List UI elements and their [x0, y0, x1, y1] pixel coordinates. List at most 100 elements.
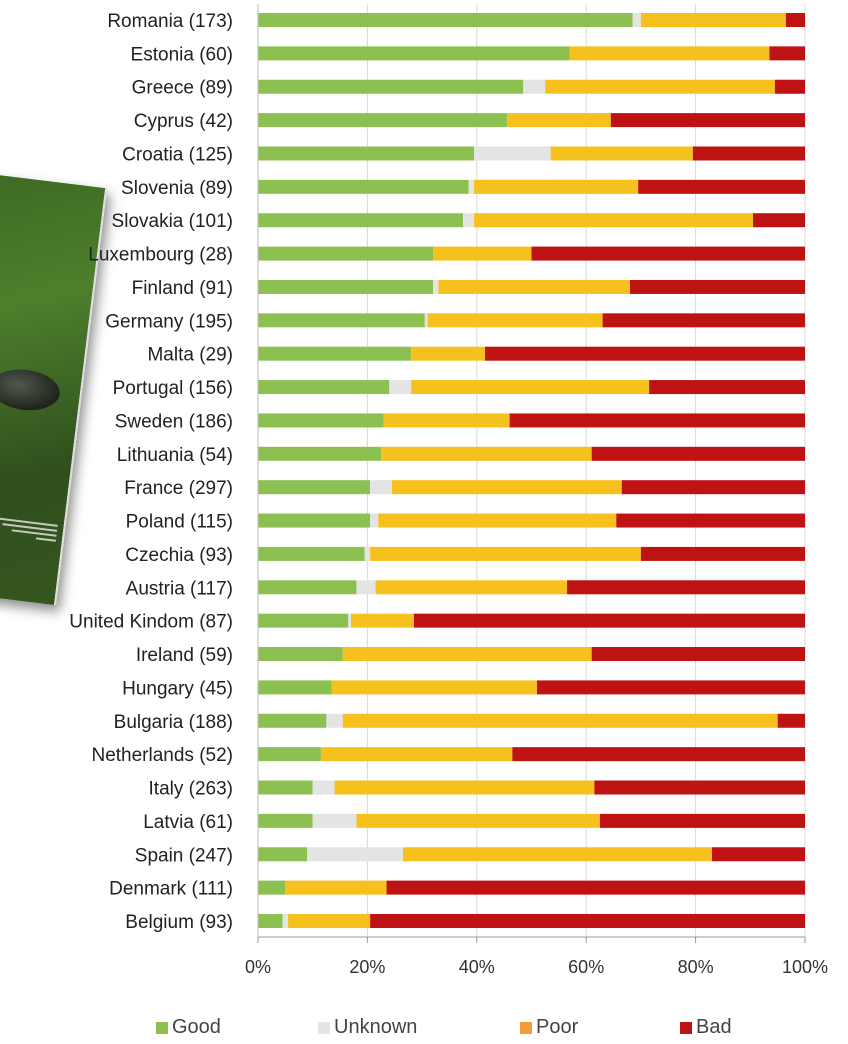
- bar-unknown: [282, 913, 289, 928]
- bar-unknown: [468, 179, 475, 194]
- category-label: Romania (173): [107, 11, 233, 32]
- bar-bad: [629, 279, 805, 294]
- bar-bad: [591, 446, 805, 461]
- category-label: Estonia (60): [131, 44, 233, 65]
- legend-swatch: [520, 1021, 532, 1034]
- bar-unknown: [312, 813, 357, 828]
- bar-unknown: [370, 480, 393, 495]
- bar-poor: [550, 146, 693, 161]
- bar-good: [258, 46, 570, 61]
- category-label: Luxembourg (28): [88, 245, 233, 266]
- category-label: Austria (117): [126, 578, 233, 599]
- bar-poor: [545, 79, 775, 94]
- bar-poor: [433, 246, 532, 261]
- category-label: Czechia (93): [125, 545, 233, 566]
- x-tick-label: 20%: [349, 957, 385, 977]
- bar-good: [258, 780, 313, 795]
- bar-poor: [640, 13, 786, 27]
- bar-good: [258, 79, 524, 94]
- bar-poor: [356, 813, 600, 828]
- legend: Good Unknown Poor Bad: [0, 1016, 848, 1044]
- bar-bad: [512, 747, 805, 762]
- bar-poor: [285, 880, 387, 895]
- bar-unknown: [370, 513, 379, 528]
- bar-good: [258, 647, 343, 662]
- category-label: Hungary (45): [122, 678, 233, 699]
- bar-poor: [288, 913, 371, 928]
- category-labels: Romania (173) Estonia (60) Greece (89) Cypr…: [69, 11, 233, 933]
- stacked-bar-chart: Romania (173) Estonia (60) Greece (89) Cypr…: [69, 4, 828, 977]
- bar-good: [258, 480, 371, 495]
- bar-unknown: [424, 313, 428, 328]
- bar-bad: [599, 813, 805, 828]
- category-label: Greece (89): [132, 78, 233, 99]
- bar-bad: [594, 780, 805, 795]
- bar-good: [258, 713, 327, 728]
- bar-bad: [769, 46, 805, 61]
- bar-unknown: [632, 13, 641, 27]
- bar-bad: [616, 513, 805, 528]
- bar-bad: [712, 847, 805, 862]
- bar-good: [258, 146, 475, 161]
- bar-unknown: [348, 613, 351, 628]
- category-label: Poland (115): [126, 512, 233, 533]
- bar-poor: [427, 313, 603, 328]
- gridlines: [257, 4, 806, 937]
- bar-bad: [386, 880, 805, 895]
- x-tick-label: 40%: [459, 957, 495, 977]
- category-label: Bulgaria (188): [114, 712, 233, 733]
- x-tick-label: 60%: [568, 957, 604, 977]
- bar-poor: [331, 680, 537, 695]
- bar-good: [258, 747, 321, 762]
- legend-item: Poor: [520, 1016, 578, 1039]
- x-axis: 0% 20% 40% 60% 80% 100%: [245, 4, 828, 977]
- bar-poor: [342, 647, 592, 662]
- bar-bad: [638, 179, 805, 194]
- bar-bad: [531, 246, 805, 261]
- bar-bad: [640, 546, 805, 561]
- legend-label: Good: [172, 1016, 221, 1038]
- legend-swatch: [318, 1021, 330, 1034]
- bar-poor: [569, 46, 770, 61]
- bar-good: [258, 113, 507, 128]
- category-label: Spain (247): [135, 845, 233, 866]
- bar-bad: [692, 146, 805, 161]
- bar-bad: [591, 647, 805, 662]
- bar-poor: [342, 713, 778, 728]
- bar-poor: [320, 747, 513, 762]
- bar-unknown: [463, 213, 475, 228]
- category-label: Denmark (111): [109, 879, 233, 900]
- bar-good: [258, 913, 283, 928]
- bar-poor: [334, 780, 595, 795]
- bar-good: [258, 847, 308, 862]
- bar-poor: [383, 413, 510, 428]
- bar-good: [258, 346, 412, 361]
- bar-bad: [753, 213, 805, 228]
- bar-good: [258, 580, 357, 595]
- bar-good: [258, 813, 313, 828]
- bar-unknown: [523, 79, 546, 94]
- category-label: Cyprus (42): [134, 111, 233, 132]
- legend-swatch: [680, 1021, 692, 1034]
- bar-good: [258, 546, 365, 561]
- bar-poor: [370, 546, 641, 561]
- bar-unknown: [312, 780, 335, 795]
- category-label: United Kindom (87): [69, 612, 233, 633]
- bar-unknown: [356, 580, 376, 595]
- bar-poor: [375, 580, 568, 595]
- bar-bad: [370, 913, 805, 928]
- bar-unknown: [326, 713, 343, 728]
- bar-poor: [392, 480, 622, 495]
- bar-unknown: [364, 546, 371, 561]
- bar-good: [258, 246, 434, 261]
- bar-bad: [785, 13, 805, 27]
- legend-label: Poor: [536, 1016, 579, 1038]
- bar-good: [258, 279, 434, 294]
- x-tick-label: 0%: [245, 957, 271, 977]
- bar-poor: [411, 346, 486, 361]
- bar-good: [258, 413, 384, 428]
- category-label: Malta (29): [147, 345, 233, 366]
- category-label: Croatia (125): [122, 144, 233, 165]
- bar-bad: [610, 113, 805, 128]
- bar-good: [258, 380, 390, 395]
